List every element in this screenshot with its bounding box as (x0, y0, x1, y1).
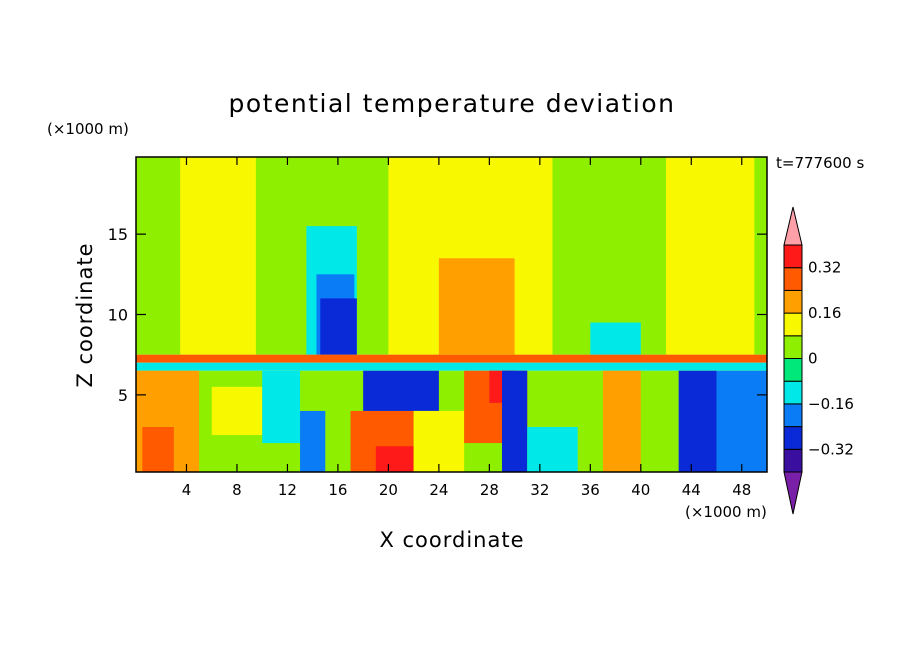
contour-region (136, 362, 767, 371)
colorbar-label: 0 (808, 350, 818, 368)
x-axis: 4 8 12 16 20 24 28 32 36 40 44 48 (182, 157, 751, 499)
colorbar-box (783, 289, 803, 314)
contour-region (136, 354, 767, 363)
contour-region (375, 446, 414, 472)
x-tick-label: 48 (732, 481, 751, 499)
contour-region (602, 370, 641, 472)
x-axis-label: X coordinate (379, 528, 524, 552)
colorbar-label: −0.16 (808, 395, 854, 413)
y-tick-label: 15 (108, 225, 128, 244)
contour-region (413, 410, 465, 472)
colorbar-label: 0.16 (808, 304, 841, 322)
x-tick-label: 24 (429, 481, 448, 499)
colorbar-label: −0.32 (808, 440, 854, 458)
contour-region (527, 427, 578, 472)
contour-region (363, 370, 439, 411)
colorbar-box (783, 244, 803, 269)
y-axis-label: Z coordinate (73, 242, 97, 387)
contour-region (678, 370, 717, 472)
colorbar-box (783, 380, 803, 405)
colorbar-box (783, 267, 803, 291)
colorbar-box (783, 426, 803, 450)
contour-region (320, 298, 357, 355)
colorbar-box (783, 403, 803, 428)
x-unit-label: (×1000 m) (685, 503, 767, 521)
colorbar-box (783, 312, 803, 337)
y-tick-label: 5 (118, 386, 128, 405)
contour-field (136, 157, 767, 472)
contour-region (590, 322, 641, 355)
colorbar-box (783, 448, 803, 473)
y-unit-label: (×1000 m) (47, 120, 129, 138)
y-axis: 5 10 15 (108, 225, 767, 405)
x-tick-label: 12 (278, 481, 297, 499)
contour-region (300, 410, 326, 472)
contour-region (438, 258, 515, 355)
colorbar-label: 0.32 (808, 259, 841, 277)
contour-region (262, 370, 301, 444)
contour-region (211, 386, 263, 436)
x-tick-label: 28 (480, 481, 499, 499)
colorbar-box (783, 335, 803, 359)
colorbar: 0.32 0.16 0 −0.16 −0.32 (783, 206, 854, 515)
contour-region (666, 157, 755, 355)
x-tick-label: 32 (530, 481, 549, 499)
x-tick-label: 36 (581, 481, 600, 499)
y-tick-label: 10 (108, 306, 128, 325)
contour-region (180, 157, 256, 355)
contour-region (501, 370, 528, 472)
x-tick-label: 40 (631, 481, 650, 499)
contour-region (142, 427, 174, 472)
x-tick-label: 8 (232, 481, 242, 499)
x-tick-label: 20 (379, 481, 398, 499)
x-tick-label: 44 (682, 481, 701, 499)
colorbar-box (783, 358, 803, 382)
chart-title: potential temperature deviation (229, 89, 676, 118)
time-label: t=777600 s (776, 154, 864, 172)
x-tick-label: 4 (182, 481, 192, 499)
x-tick-label: 16 (328, 481, 347, 499)
contour-region (716, 370, 767, 472)
